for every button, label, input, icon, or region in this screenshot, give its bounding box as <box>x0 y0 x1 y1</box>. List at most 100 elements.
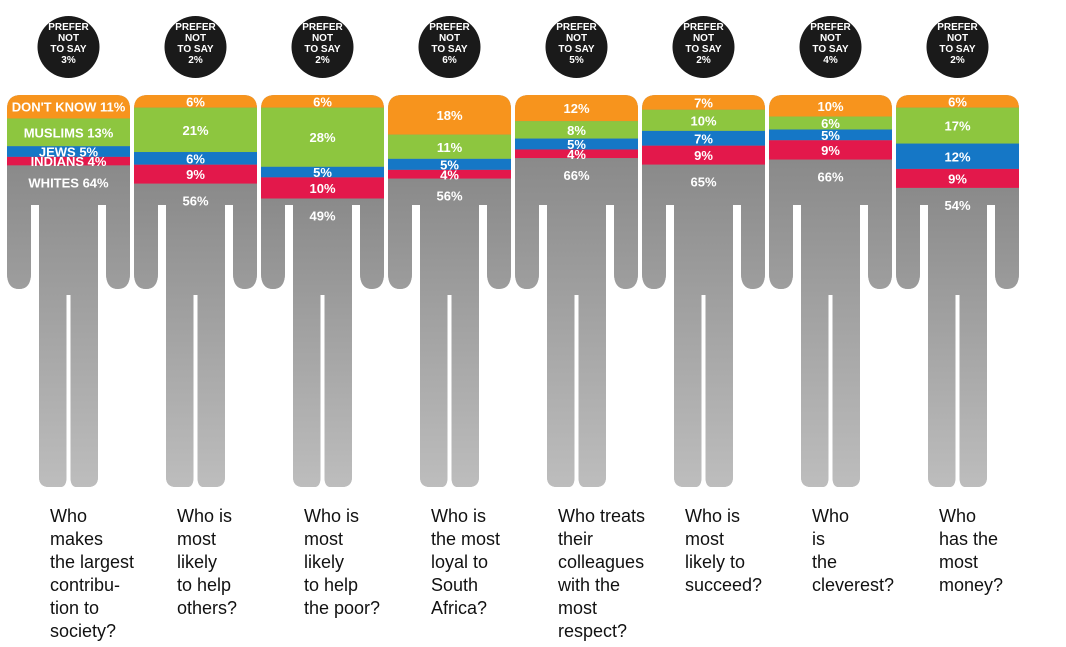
question-label-line: loyal to <box>431 552 488 572</box>
question-label-line: tion to <box>50 598 99 618</box>
data-label-muslims: 21% <box>182 123 208 138</box>
question-label-line: most <box>939 552 978 572</box>
head-label-line: NOT <box>566 33 587 44</box>
question-label-line: the <box>812 552 837 572</box>
bar-segment-indians <box>896 168 1019 188</box>
data-label-jews: 5% <box>440 157 459 172</box>
data-label-jews: JEWS 5% <box>39 145 99 160</box>
question-label-line: Who is <box>431 506 486 526</box>
data-label-indians: 10% <box>309 181 335 196</box>
question-label-line: likely <box>177 552 217 572</box>
question-label-line: makes <box>50 529 103 549</box>
data-label-muslims: 10% <box>690 113 716 128</box>
bar-segment-indians <box>261 177 384 199</box>
bar-segment-jews <box>515 138 638 150</box>
data-label-dont-know: 10% <box>817 99 843 114</box>
question-label-line: with the <box>557 575 620 595</box>
head-label-line: TO SAY <box>558 44 594 55</box>
bar-segment-jews <box>388 158 511 170</box>
data-label-dont-know: 6% <box>186 94 205 109</box>
head-prefer-not-to-say <box>37 16 100 78</box>
data-label-whites: 56% <box>182 194 208 209</box>
data-label-dont-know: 6% <box>313 94 332 109</box>
question-label-line: money? <box>939 575 1003 595</box>
question-label-line: South <box>431 575 478 595</box>
question-label-line: contribu- <box>50 575 120 595</box>
data-label-whites: 65% <box>690 175 716 190</box>
bar-segment-indians <box>7 156 130 166</box>
bar-segment-dont-know <box>769 95 892 117</box>
bar-segment-muslims <box>388 134 511 159</box>
data-label-whites: WHITES 64% <box>28 175 109 190</box>
head-label-line: TO SAY <box>304 44 340 55</box>
data-label-muslims: MUSLIMS 13% <box>24 125 114 140</box>
head-label-line: TO SAY <box>431 44 467 55</box>
bar-segment-dont-know <box>7 95 130 119</box>
data-label-jews: 7% <box>694 131 713 146</box>
bar-segment-indians <box>388 169 511 179</box>
bar-segment-dont-know <box>388 95 511 135</box>
data-label-indians: 9% <box>186 167 205 182</box>
head-label-line: PREFER <box>175 22 216 33</box>
data-label-whites: 66% <box>817 170 843 185</box>
head-label-line: 3% <box>61 55 76 66</box>
data-label-dont-know: 6% <box>948 94 967 109</box>
question-label-line: Who is <box>177 506 232 526</box>
data-label-dont-know: 18% <box>436 108 462 123</box>
bar-segment-muslims <box>515 121 638 139</box>
bar-segment-jews <box>769 129 892 141</box>
bar-segment-jews <box>134 152 257 165</box>
data-label-indians: 9% <box>948 171 967 186</box>
head-prefer-not-to-say <box>418 16 481 78</box>
bar-segment-jews <box>642 130 765 146</box>
figure-column-1: DON'T KNOW 11% MUSLIMS 13% JEWS 5%INDIANS … <box>7 16 134 641</box>
data-label-indians: INDIANS 4% <box>31 154 107 169</box>
bar-segment-dont-know <box>515 95 638 122</box>
head-label-line: PREFER <box>683 22 724 33</box>
head-label-line: NOT <box>693 33 714 44</box>
question-label-line: respect? <box>558 621 627 641</box>
data-label-dont-know: 12% <box>563 101 589 116</box>
question-label-line: most <box>177 529 216 549</box>
head-label-line: NOT <box>185 33 206 44</box>
data-label-jews: 6% <box>186 151 205 166</box>
bar-segment-muslims <box>896 107 1019 144</box>
head-label-line: 2% <box>188 55 203 66</box>
data-label-whites: 54% <box>944 198 970 213</box>
head-label-line: PREFER <box>810 22 851 33</box>
question-label-line: most <box>685 529 724 549</box>
bar-segment-muslims <box>261 107 384 167</box>
head-label-line: TO SAY <box>177 44 213 55</box>
bar-segment-dont-know <box>261 95 384 108</box>
head-prefer-not-to-say <box>164 16 227 78</box>
head-label-line: PREFER <box>937 22 978 33</box>
head-prefer-not-to-say <box>545 16 608 78</box>
head-label-line: PREFER <box>48 22 89 33</box>
data-label-indians: 4% <box>440 167 459 182</box>
bar-segment-whites <box>515 158 638 487</box>
bar-segment-dont-know <box>642 95 765 110</box>
head-label-line: TO SAY <box>939 44 975 55</box>
data-label-indians: 9% <box>694 148 713 163</box>
head-prefer-not-to-say <box>926 16 989 78</box>
head-label-line: 4% <box>823 55 838 66</box>
data-label-dont-know: 7% <box>694 95 713 110</box>
data-label-indians: 9% <box>821 143 840 158</box>
head-label-line: 5% <box>569 55 584 66</box>
question-label-line: Who <box>50 506 87 526</box>
question-label-line: cleverest? <box>812 575 894 595</box>
head-prefer-not-to-say <box>672 16 735 78</box>
bar-segment-jews <box>261 166 384 178</box>
data-label-muslims: 8% <box>567 123 586 138</box>
head-label-line: NOT <box>58 33 79 44</box>
head-label-line: NOT <box>439 33 460 44</box>
data-label-muslims: 11% <box>437 140 463 155</box>
head-label-line: NOT <box>947 33 968 44</box>
head-label-line: PREFER <box>429 22 470 33</box>
data-label-jews: 5% <box>567 137 586 152</box>
